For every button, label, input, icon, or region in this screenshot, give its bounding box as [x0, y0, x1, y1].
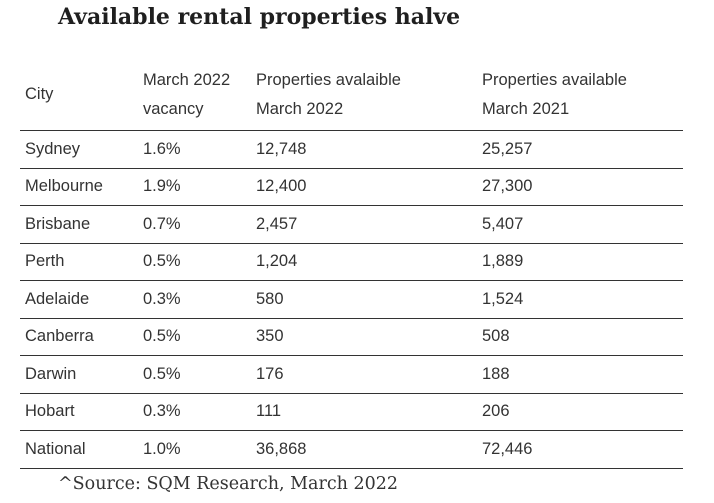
- column-header-line: Properties avalaible: [256, 70, 401, 89]
- cell-city: Perth: [20, 243, 138, 281]
- cell-properties-2021: 72,446: [477, 430, 683, 469]
- cell-properties-2022: 176: [251, 355, 477, 394]
- cell-properties-2022: 2,457: [251, 205, 477, 244]
- cell-city: Brisbane: [20, 205, 138, 244]
- cell-properties-2022: 1,204: [251, 243, 477, 281]
- column-header-vacancy: March 2022 vacancy: [138, 59, 251, 131]
- cell-properties-2022: 12,748: [251, 130, 477, 169]
- cell-city: Melbourne: [20, 168, 138, 206]
- column-header-properties-2021: Properties available March 2021: [477, 59, 683, 131]
- cell-properties-2022: 36,868: [251, 430, 477, 469]
- table-title: Available rental properties halve: [58, 4, 461, 30]
- table-row: Canberra 0.5% 350 508: [20, 318, 683, 356]
- cell-properties-2022: 111: [251, 393, 477, 431]
- table-row: National 1.0% 36,868 72,446: [20, 430, 683, 469]
- cell-city: Canberra: [20, 318, 138, 356]
- cell-properties-2021: 206: [477, 393, 683, 431]
- table-body: Sydney 1.6% 12,748 25,257 Melbourne 1.9%…: [20, 130, 683, 469]
- table-row: Darwin 0.5% 176 188: [20, 355, 683, 394]
- header-row: City March 2022 vacancy Properties avala…: [20, 59, 683, 131]
- column-header-line: March 2022: [143, 70, 231, 89]
- cell-city: Adelaide: [20, 280, 138, 319]
- column-header-properties-2022: Properties avalaible March 2022: [251, 59, 477, 131]
- table-row: Brisbane 0.7% 2,457 5,407: [20, 205, 683, 244]
- table-row: Perth 0.5% 1,204 1,889: [20, 243, 683, 281]
- cell-vacancy: 0.5%: [138, 318, 251, 356]
- cell-properties-2022: 350: [251, 318, 477, 356]
- column-header-city: City: [20, 59, 138, 131]
- cell-properties-2021: 1,524: [477, 280, 683, 319]
- cell-vacancy: 1.6%: [138, 130, 251, 169]
- column-header-line: vacancy: [143, 99, 204, 118]
- cell-vacancy: 0.3%: [138, 393, 251, 431]
- cell-vacancy: 0.3%: [138, 280, 251, 319]
- cell-city: National: [20, 430, 138, 469]
- table-row: Sydney 1.6% 12,748 25,257: [20, 130, 683, 169]
- cell-properties-2021: 5,407: [477, 205, 683, 244]
- cell-vacancy: 1.0%: [138, 430, 251, 469]
- cell-properties-2021: 1,889: [477, 243, 683, 281]
- column-header-line: March 2022: [256, 99, 344, 118]
- cell-properties-2021: 188: [477, 355, 683, 394]
- cell-properties-2021: 27,300: [477, 168, 683, 206]
- table-row: Adelaide 0.3% 580 1,524: [20, 280, 683, 319]
- cell-city: Sydney: [20, 130, 138, 169]
- cell-vacancy: 1.9%: [138, 168, 251, 206]
- table-row: Hobart 0.3% 111 206: [20, 393, 683, 431]
- table-row: Melbourne 1.9% 12,400 27,300: [20, 168, 683, 206]
- cell-vacancy: 0.7%: [138, 205, 251, 244]
- cell-properties-2021: 25,257: [477, 130, 683, 169]
- cell-city: Hobart: [20, 393, 138, 431]
- cell-vacancy: 0.5%: [138, 243, 251, 281]
- cell-properties-2022: 580: [251, 280, 477, 319]
- column-header-line: Properties available: [482, 70, 627, 89]
- rental-properties-table: City March 2022 vacancy Properties avala…: [20, 59, 683, 469]
- cell-vacancy: 0.5%: [138, 355, 251, 394]
- source-note: ^Source: SQM Research, March 2022: [58, 474, 399, 494]
- column-header-line: March 2021: [482, 99, 570, 118]
- cell-properties-2021: 508: [477, 318, 683, 356]
- cell-city: Darwin: [20, 355, 138, 394]
- column-header-line: City: [25, 85, 54, 103]
- cell-properties-2022: 12,400: [251, 168, 477, 206]
